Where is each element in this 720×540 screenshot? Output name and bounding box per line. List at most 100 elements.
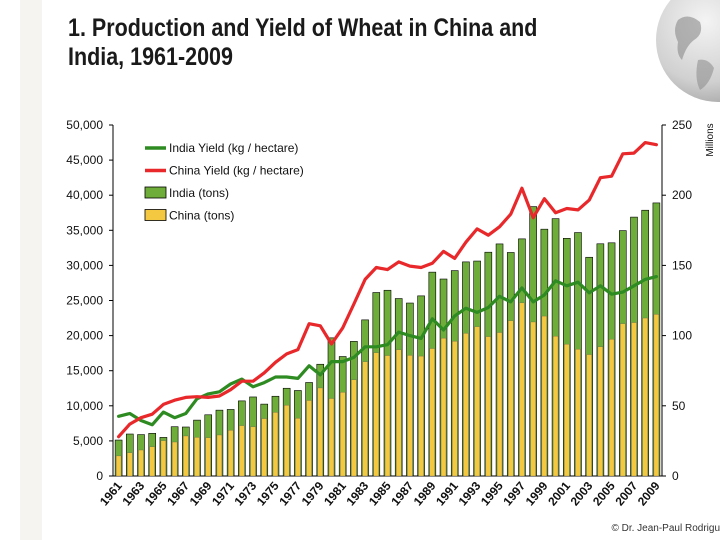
x-tick-label: 1983 — [344, 479, 372, 509]
china-production-bar — [362, 361, 368, 477]
india-yield-legend-label: India Yield (kg / hectare) — [169, 141, 298, 155]
china-production-bar — [216, 434, 223, 477]
y-left-tick-label: 30,000 — [66, 258, 103, 272]
x-tick-label: 1963 — [119, 479, 147, 509]
china-production-bar — [620, 323, 626, 477]
china-production-bar — [250, 426, 256, 477]
china-production-bar — [463, 333, 469, 477]
china-production-bar — [452, 341, 458, 477]
china-production-bar — [272, 412, 279, 477]
chart-title: 1. Production and Yield of Wheat in Chin… — [68, 14, 538, 71]
x-tick-label: 1991 — [433, 479, 461, 509]
china-production-bar — [429, 348, 435, 477]
y-right-tick-label: 50 — [672, 399, 686, 413]
china-production-bar — [608, 339, 615, 477]
y-left-tick-label: 0 — [96, 469, 103, 483]
y-left-tick-label: 25,000 — [66, 294, 103, 308]
china-production-bar — [474, 326, 480, 477]
credit-text: © Dr. Jean-Paul Rodrigu — [611, 523, 720, 534]
china-production-bar — [261, 418, 267, 477]
x-tick-label: 2003 — [568, 479, 596, 509]
left-decorative-stripe — [0, 0, 42, 540]
china-production-bar — [642, 317, 648, 477]
china-production-legend-label: China (tons) — [169, 209, 234, 223]
y-right-tick-label: 200 — [672, 188, 692, 202]
china-production-bar — [530, 321, 536, 477]
china-yield-legend-label: China Yield (kg / hectare) — [169, 164, 304, 178]
x-tick-label: 1997 — [500, 479, 528, 509]
y-right-axis-label: Millions — [705, 123, 716, 156]
x-tick-label: 1967 — [164, 479, 192, 509]
y-right-tick-label: 150 — [672, 258, 692, 272]
china-production-bar — [183, 435, 189, 477]
china-production-bar — [340, 392, 346, 477]
china-production-bar — [328, 398, 335, 477]
china-production-bar — [541, 315, 547, 477]
globe-image — [656, 0, 720, 102]
x-tick-label: 2009 — [635, 479, 663, 509]
china-production-bar — [597, 346, 604, 477]
china-production-bar — [564, 344, 570, 477]
china-yield-line — [116, 141, 659, 439]
china-production-bar — [519, 302, 525, 477]
y-left-tick-label: 15,000 — [66, 364, 103, 378]
china-production-bar — [295, 418, 301, 477]
china-production-bar — [552, 336, 559, 477]
x-tick-label: 1981 — [321, 479, 349, 509]
china-production-bar — [127, 452, 133, 477]
china-production-bar — [115, 455, 122, 477]
y-left-tick-label: 5,000 — [73, 434, 103, 448]
china-production-bar — [575, 349, 581, 477]
china-production-bar — [306, 400, 312, 477]
x-tick-label: 1987 — [388, 479, 416, 509]
y-left-tick-label: 10,000 — [66, 399, 103, 413]
x-tick-label: 1999 — [523, 479, 551, 509]
india-production-legend-label: India (tons) — [169, 186, 229, 200]
x-tick-label: 1965 — [142, 479, 170, 509]
x-tick-label: 2007 — [612, 479, 640, 509]
x-tick-label: 1979 — [299, 479, 327, 509]
y-left-tick-label: 40,000 — [66, 188, 103, 202]
china-production-bar — [284, 405, 290, 477]
china-production-bar — [194, 437, 200, 477]
china-production-legend-swatch — [144, 209, 167, 221]
india-production-legend-swatch — [144, 186, 167, 199]
x-tick-label: 1995 — [478, 479, 506, 509]
y-right-tick-label: 0 — [672, 469, 679, 483]
x-tick-label: 2001 — [545, 479, 573, 509]
china-production-bar — [653, 314, 660, 477]
china-production-bar — [373, 352, 379, 477]
china-production-bar — [171, 441, 178, 477]
x-tick-label: 1989 — [411, 479, 439, 509]
china-production-bar — [496, 332, 503, 477]
china-production-bar — [239, 425, 245, 477]
china-production-bar — [228, 430, 234, 477]
china-production-bar — [440, 337, 447, 477]
y-left-tick-label: 45,000 — [66, 153, 103, 167]
x-tick-label: 1969 — [187, 479, 215, 509]
y-left-tick-label: 35,000 — [66, 223, 103, 237]
x-tick-label: 1977 — [276, 479, 304, 509]
x-tick-label: 1993 — [456, 479, 484, 509]
china-production-bar — [586, 354, 592, 477]
y-left-tick-label: 50,000 — [66, 118, 103, 132]
china-production-bar — [138, 449, 144, 477]
y-right-tick-label: 100 — [672, 329, 692, 343]
china-production-bar — [631, 322, 637, 477]
china-production-bar — [317, 387, 323, 477]
x-tick-label: 1985 — [366, 479, 394, 509]
china-production-bar — [418, 355, 424, 477]
china-production-bar — [351, 379, 357, 477]
china-production-bar — [396, 349, 402, 477]
x-tick-label: 1961 — [97, 479, 125, 509]
china-production-bar — [384, 355, 391, 477]
china-production-bar — [485, 336, 491, 477]
china-production-bar — [160, 440, 167, 477]
china-production-bar — [407, 355, 413, 477]
y-right-tick-label: 250 — [672, 118, 692, 132]
india-yield-line — [116, 275, 659, 427]
china-production-bar — [149, 446, 155, 477]
x-tick-label: 2005 — [590, 479, 618, 509]
x-tick-label: 1973 — [231, 479, 259, 509]
